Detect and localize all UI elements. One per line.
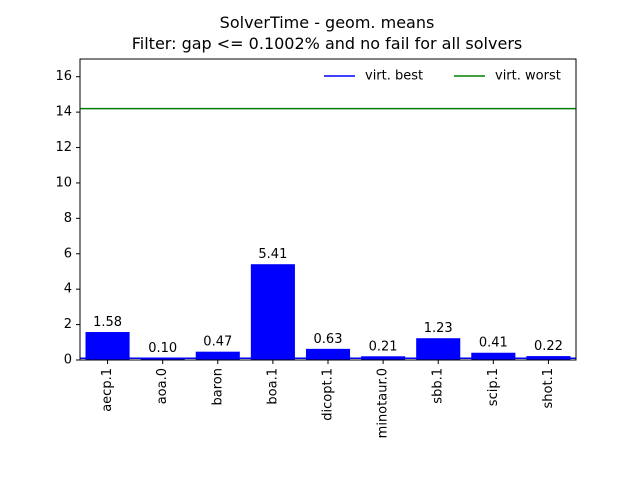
bar-boa.1 <box>250 264 295 360</box>
chart-subtitle: Filter: gap <= 0.1002% and no fail for a… <box>132 34 522 53</box>
bar-baron <box>195 351 240 360</box>
bar-value-label: 0.41 <box>479 336 508 351</box>
bar-aoa.0 <box>140 358 185 360</box>
bar-value-label: 0.10 <box>148 341 177 356</box>
y-tick-label: 2 <box>64 317 72 332</box>
y-tick-label: 8 <box>64 211 72 226</box>
legend-label-virt-best: virt. best <box>365 69 423 84</box>
y-tick-label: 10 <box>55 175 72 190</box>
bar-dicopt.1 <box>305 348 351 360</box>
bar-value-label: 0.22 <box>534 339 563 354</box>
y-tick-label: 6 <box>64 246 72 261</box>
bar-value-label: 0.63 <box>314 332 343 347</box>
x-tick-label: shot.1 <box>541 368 556 408</box>
y-tick-label: 16 <box>55 69 72 84</box>
x-tick-label: aecp.1 <box>100 368 115 412</box>
x-tick-label: scip.1 <box>486 368 501 406</box>
chart-title: SolverTime - geom. means <box>220 13 435 32</box>
bar-scip.1 <box>471 352 516 360</box>
axes-frame <box>79 58 577 361</box>
y-tick-label: 12 <box>55 140 72 155</box>
bar-value-label: 0.21 <box>369 339 398 354</box>
bar-value-label: 5.41 <box>258 247 287 262</box>
x-tick-label: boa.1 <box>265 368 280 405</box>
bar-sbb.1 <box>416 338 461 360</box>
x-tick-label: sbb.1 <box>431 368 446 404</box>
bar-value-label: 1.58 <box>93 315 122 330</box>
x-tick-label: dicopt.1 <box>321 368 336 421</box>
bar-aecp.1 <box>85 332 130 360</box>
y-tick-label: 14 <box>55 105 72 120</box>
plot-area: 1.58 aecp.1 0.10 aoa.0 0.47 baron 5.41 boa.1 0.6… <box>55 58 577 438</box>
y-tick-label: 0 <box>64 353 72 368</box>
bar-value-label: 0.47 <box>203 335 232 350</box>
x-tick-label: aoa.0 <box>155 368 170 404</box>
bar-value-label: 1.23 <box>424 321 453 336</box>
legend-label-virt-worst: virt. worst <box>495 69 561 84</box>
x-tick-label: minotaur.0 <box>376 368 391 438</box>
x-tick-label: baron <box>210 368 225 405</box>
y-tick-label: 4 <box>64 282 72 297</box>
